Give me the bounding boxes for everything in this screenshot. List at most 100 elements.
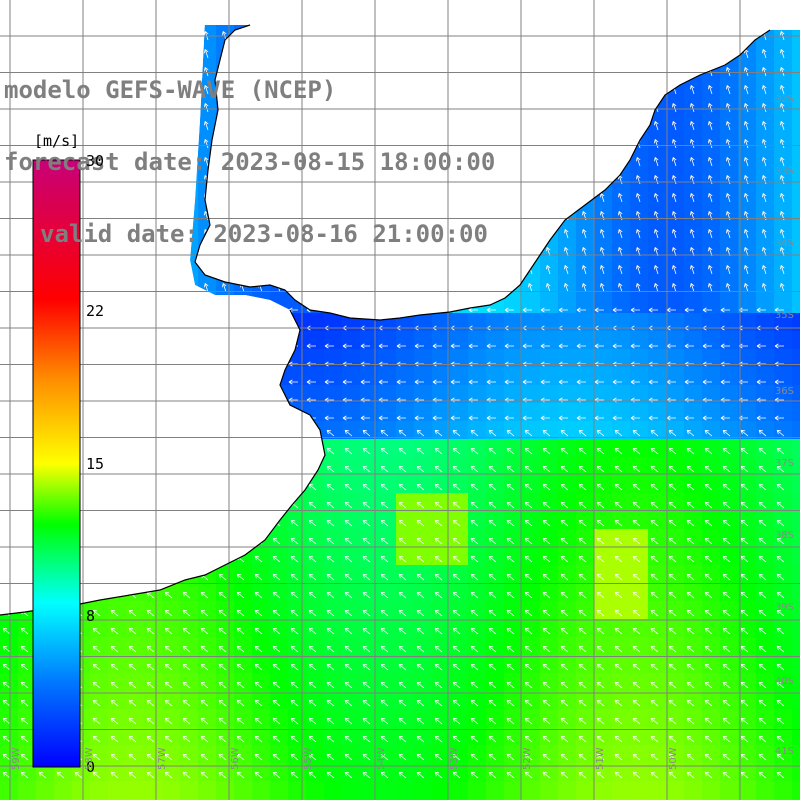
wind-arrow [380, 717, 389, 725]
field-cell [396, 673, 414, 691]
field-cell [450, 349, 468, 367]
field-cell [540, 601, 558, 619]
wind-arrow [272, 663, 281, 671]
field-cell [738, 115, 756, 133]
field-cell [468, 529, 486, 547]
field-cell [270, 529, 288, 547]
field-cell [144, 763, 162, 781]
wind-arrow [776, 627, 785, 635]
wind-arrow [236, 573, 245, 581]
wind-arrow [522, 343, 532, 349]
wind-arrow [272, 681, 281, 689]
field-cell [648, 169, 666, 187]
wind-arrow [203, 121, 209, 131]
wind-arrow [704, 699, 713, 707]
wind-arrow [650, 573, 659, 581]
field-cell [720, 439, 738, 457]
wind-arrow [684, 415, 694, 421]
wind-arrow [614, 447, 623, 455]
field-cell [702, 601, 720, 619]
wind-arrow [650, 537, 659, 545]
wind-arrow [779, 121, 785, 131]
wind-arrow [761, 229, 767, 239]
wind-arrow [596, 627, 605, 635]
field-cell [630, 511, 648, 529]
wind-arrow [650, 447, 659, 455]
wind-arrow [686, 681, 695, 689]
field-cell [252, 781, 270, 799]
field-cell [792, 547, 800, 565]
field-cell [702, 619, 720, 637]
field-cell [468, 367, 486, 385]
field-cell [720, 493, 738, 511]
wind-arrow [599, 283, 605, 293]
field-cell [666, 349, 684, 367]
field-cell [360, 727, 378, 745]
field-cell [18, 781, 36, 799]
field-cell [702, 439, 720, 457]
wind-arrow [576, 307, 586, 313]
field-cell [792, 205, 800, 223]
wind-arrow [452, 699, 461, 707]
field-cell [774, 709, 792, 727]
wind-arrow [306, 379, 316, 385]
wind-arrow [686, 663, 695, 671]
wind-arrow [236, 771, 245, 779]
wind-arrow [524, 771, 533, 779]
wind-arrow [308, 717, 317, 725]
wind-arrow [722, 447, 731, 455]
wind-arrow [326, 537, 335, 545]
wind-arrow [668, 537, 677, 545]
field-cell [666, 259, 684, 277]
field-cell [684, 601, 702, 619]
field-cell [702, 673, 720, 691]
field-cell [468, 673, 486, 691]
field-cell [738, 223, 756, 241]
lon-label: 59W [11, 747, 22, 770]
field-cell [432, 439, 450, 457]
wind-arrow [182, 717, 191, 725]
field-cell [666, 205, 684, 223]
wind-arrow [182, 591, 191, 599]
wind-arrow [200, 753, 209, 761]
field-cell [720, 187, 738, 205]
field-cell [540, 295, 558, 313]
wind-arrow [632, 465, 641, 473]
wind-arrow [578, 735, 587, 743]
wind-arrow [488, 555, 497, 563]
wind-arrow [452, 753, 461, 761]
wind-arrow [761, 157, 767, 167]
wind-arrow [324, 379, 334, 385]
wind-arrow [578, 699, 587, 707]
wind-arrow [722, 555, 731, 563]
colorbar-tick-0: 0 [86, 758, 96, 776]
field-cell [234, 781, 252, 799]
wind-arrow [398, 663, 407, 671]
field-cell [198, 727, 216, 745]
field-cell [144, 691, 162, 709]
field-cell [666, 295, 684, 313]
field-cell [666, 565, 684, 583]
wind-arrow [506, 771, 515, 779]
field-cell [612, 241, 630, 259]
field-cell [684, 565, 702, 583]
wind-arrow [290, 681, 299, 689]
field-cell [612, 619, 630, 637]
wind-arrow [578, 717, 587, 725]
wind-arrow [614, 771, 623, 779]
wind-arrow [182, 681, 191, 689]
wind-arrow [740, 519, 749, 527]
field-cell [648, 241, 666, 259]
field-cell [792, 367, 800, 385]
field-cell [324, 331, 342, 349]
field-cell [612, 745, 630, 763]
wind-arrow [576, 343, 586, 349]
field-cell [324, 763, 342, 781]
field-cell [450, 493, 468, 511]
field-cell [558, 223, 576, 241]
field-cell [576, 385, 594, 403]
wind-arrow [596, 519, 605, 527]
wind-arrow [470, 555, 479, 563]
wind-arrow [380, 771, 389, 779]
wind-arrow [542, 519, 551, 527]
